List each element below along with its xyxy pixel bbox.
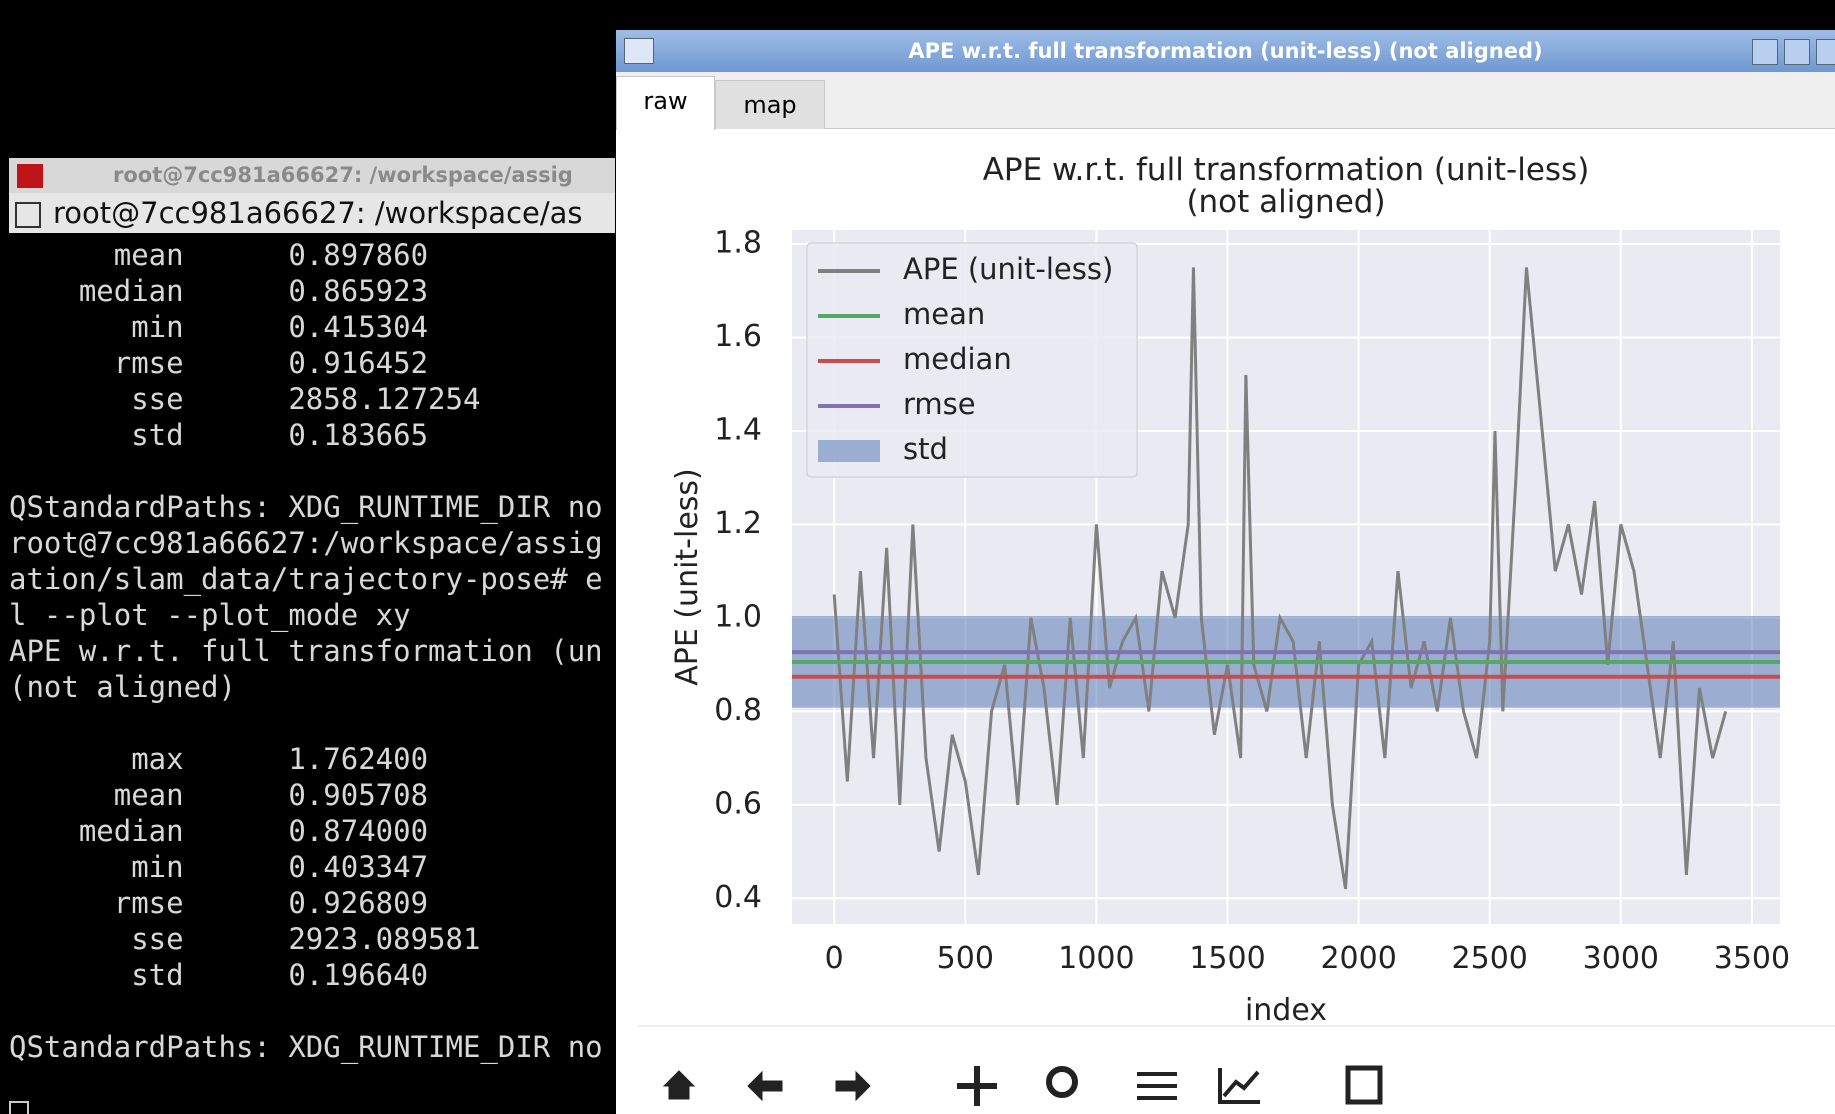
output-block: mean 0.897860 median 0.865923 min 0.4153… xyxy=(9,237,615,453)
y-tick-label: 0.4 xyxy=(714,880,762,915)
save-button[interactable] xyxy=(1345,1065,1383,1105)
legend-label: median xyxy=(903,342,1012,376)
chart-subtitle: (not aligned) xyxy=(1186,184,1385,220)
tab-bar: raw map xyxy=(616,72,1835,130)
x-tick-label: 1500 xyxy=(1189,941,1265,976)
toolbar xyxy=(662,1065,1383,1106)
terminal-window: root@7cc981a66627: /workspace/assig root… xyxy=(9,158,615,1114)
output-line: mean 0.905708 xyxy=(9,778,429,812)
output-line: min 0.415304 xyxy=(9,310,429,344)
window-title: APE w.r.t. full transformation (unit-les… xyxy=(908,39,1543,63)
output-line: std 0.183665 xyxy=(9,418,429,452)
output-block: QStandardPaths: XDG_RUNTIME_DIR no xyxy=(9,1029,615,1065)
x-tick-label: 500 xyxy=(937,941,994,976)
legend-label: mean xyxy=(903,297,985,331)
output-block: QStandardPaths: XDG_RUNTIME_DIR no root@7… xyxy=(9,489,615,705)
output-line: mean 0.897860 xyxy=(9,238,429,272)
home-button[interactable] xyxy=(662,1070,696,1100)
configure-button[interactable] xyxy=(1137,1072,1177,1100)
back-button[interactable] xyxy=(747,1070,783,1102)
ape-line xyxy=(832,267,1728,890)
output-line: APE w.r.t. full transformation (un xyxy=(9,634,603,668)
pan-button[interactable] xyxy=(957,1066,997,1106)
window-titlebar[interactable]: APE w.r.t. full transformation (unit-les… xyxy=(616,30,1835,72)
output-line: rmse 0.926809 xyxy=(9,886,429,920)
x-tick-label: 2000 xyxy=(1320,941,1396,976)
minimize-button[interactable] xyxy=(1752,39,1778,65)
output-line: median 0.865923 xyxy=(9,274,429,308)
legend-label: std xyxy=(903,432,948,466)
y-tick-label: 1.4 xyxy=(714,412,762,447)
edit-button[interactable] xyxy=(1218,1068,1260,1104)
output-line: sse 2858.127254 xyxy=(9,382,481,416)
x-tick-label: 1000 xyxy=(1058,941,1134,976)
terminal-titlebar[interactable]: root@7cc981a66627: /workspace/assig xyxy=(9,158,615,193)
window-icon xyxy=(624,38,654,64)
x-tick-label: 0 xyxy=(825,941,844,976)
terminal-title: root@7cc981a66627: /workspace/assig xyxy=(113,163,573,187)
output-line: root@7cc981a66627:/workspace/assig xyxy=(9,526,603,560)
y-tick-label: 0.6 xyxy=(714,786,762,821)
terminal-tab-title: root@7cc981a66627: /workspace/as xyxy=(53,196,583,230)
output-block: max 1.762400 mean 0.905708 median 0.8740… xyxy=(9,741,615,993)
output-line: std 0.196640 xyxy=(9,958,429,992)
output-line: QStandardPaths: XDG_RUNTIME_DIR no xyxy=(9,490,603,524)
output-line: l --plot --plot_mode xy xyxy=(9,598,411,632)
legend-label: rmse xyxy=(903,387,976,421)
tab[interactable]: map xyxy=(715,80,825,129)
y-tick-label: 0.8 xyxy=(714,693,762,728)
output-line: rmse 0.916452 xyxy=(9,346,429,380)
x-axis-label: index xyxy=(1245,993,1327,1028)
output-line: sse 2923.089581 xyxy=(9,922,481,956)
output-line: max 1.762400 xyxy=(9,742,429,776)
tab[interactable]: raw xyxy=(616,76,715,130)
output-line: ation/slam_data/trajectory-pose# e xyxy=(9,562,603,596)
close-button[interactable] xyxy=(1816,39,1835,65)
x-tick-label: 2500 xyxy=(1452,941,1528,976)
forward-button[interactable] xyxy=(835,1070,871,1102)
tab-icon xyxy=(15,202,41,228)
x-tick-label: 3000 xyxy=(1583,941,1659,976)
terminal-output: mean 0.897860 median 0.865923 min 0.4153… xyxy=(9,237,615,1114)
output-line: median 0.874000 xyxy=(9,814,429,848)
x-tick-label: 3500 xyxy=(1714,941,1790,976)
terminal-icon xyxy=(17,164,43,188)
legend-label: APE (unit-less) xyxy=(903,252,1113,286)
zoom-button[interactable] xyxy=(1046,1066,1078,1098)
y-tick-label: 1.8 xyxy=(714,226,762,261)
output-line: (not aligned) xyxy=(9,670,236,704)
chart-title: APE w.r.t. full transformation (unit-les… xyxy=(983,152,1590,188)
legend-box xyxy=(806,242,1138,478)
y-tick-label: 1.0 xyxy=(714,599,762,634)
y-tick-label: 1.2 xyxy=(714,506,762,541)
maximize-button[interactable] xyxy=(1784,39,1810,65)
legend-swatch xyxy=(818,440,880,462)
output-line: min 0.403347 xyxy=(9,850,429,884)
cursor xyxy=(9,1101,29,1114)
terminal-tab[interactable]: root@7cc981a66627: /workspace/as xyxy=(9,193,615,233)
y-axis-label: APE (unit-less) xyxy=(670,468,705,686)
output-line: QStandardPaths: XDG_RUNTIME_DIR no xyxy=(9,1030,603,1064)
y-tick-label: 1.6 xyxy=(714,319,762,354)
